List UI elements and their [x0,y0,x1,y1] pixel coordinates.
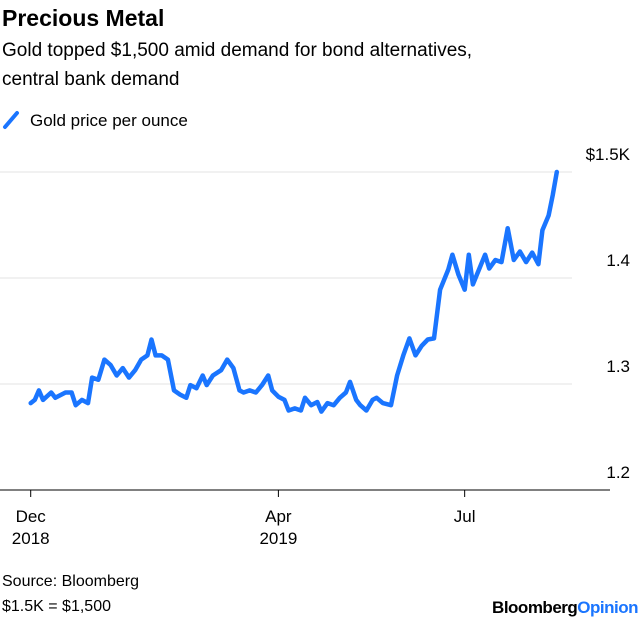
y-tick-label: 1.3 [606,357,630,376]
x-tick-label-line: 2019 [259,529,297,548]
legend-swatch [3,111,19,129]
chart-subtitle: central bank demand [2,69,179,90]
x-tick-label-line: 2018 [12,529,50,548]
line-series [28,169,560,414]
chart-subtitle: Gold topped $1,500 amid demand for bond … [2,40,472,61]
chart-title: Precious Metal [2,5,164,31]
y-tick-label: 1.4 [606,251,630,270]
legend-label: Gold price per ounce [30,111,188,130]
x-tick-label-line: Dec [16,507,47,526]
x-tick-label: Apr 2019 [259,507,297,548]
x-tick-label: Jul [454,507,476,526]
x-tick-label-line: Jul [454,507,476,526]
x-tick-label-line: Apr [265,507,292,526]
brand-word: Bloomberg [492,598,577,617]
note: $1.5K = $1,500 [2,598,111,615]
y-tick-label: $1.5K [586,145,631,164]
brand-word: Opinion [577,598,638,617]
source: Source: Bloomberg [2,573,139,590]
y-tick-label: 1.2 [606,463,630,482]
x-tick-label: Dec 2018 [12,507,50,548]
brand-logo: BloombergOpinion [492,598,638,617]
